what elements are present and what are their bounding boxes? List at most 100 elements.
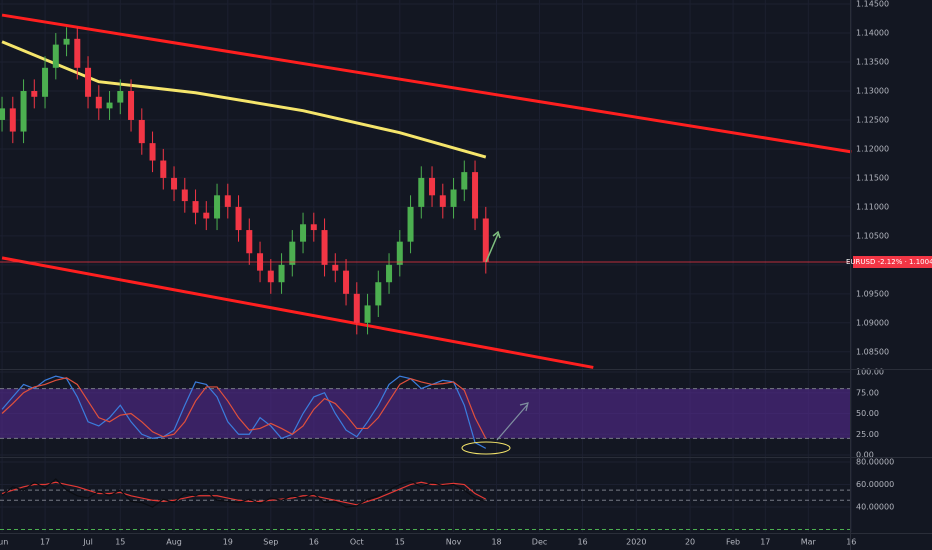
candle-body [31,90,38,97]
candle-body [332,264,339,271]
candle-body [74,38,81,68]
x-tick-label: Sep [263,538,278,547]
candle-body [138,119,145,144]
x-tick-label: 15 [395,538,405,547]
y-tick-label: 1.13500 [856,58,889,67]
candle-body [429,177,436,196]
x-tick-label: Jun [0,538,8,547]
candle-body [9,108,16,132]
candle-body [364,305,371,323]
y-tick-label: 50.00 [856,409,879,418]
y-tick-label: 0.00 [856,451,874,460]
x-tick-label: 20 [685,538,695,547]
y-tick-label: 75.00 [856,388,879,397]
candle-body [181,189,188,202]
x-tick-label: 2020 [626,538,646,547]
y-tick-label: 100.00 [856,368,884,377]
stoch-band [0,388,850,439]
candle-body [278,264,285,283]
y-tick-label: 1.09000 [856,318,889,327]
candle-body [386,264,393,283]
indicator-line [1,375,487,449]
y-tick-label: 25.00 [856,430,879,439]
candle-body [203,212,210,219]
last-price-label: EURUSD -2.12% · 1.10049 [846,258,932,266]
y-tick-label: 1.14500 [856,0,889,9]
x-tick-label: 17 [40,538,50,547]
x-tick-label: Aug [166,538,182,547]
y-tick-label: 40.00000 [856,503,894,512]
y-tick-label: 1.10500 [856,231,889,240]
x-tick-label: Oct [350,538,364,547]
annotation-arrow [496,402,529,441]
trendline [1,13,852,154]
annotation-arrow [485,230,501,263]
candle-body [149,143,156,161]
y-tick-label: 1.11500 [856,173,889,182]
candle-body [267,270,274,283]
x-tick-label: 19 [223,538,233,547]
x-tick-label: 16 [309,538,319,547]
candle-body [289,241,296,265]
x-tick-label: 16 [577,538,587,547]
y-tick-label: 1.13000 [856,86,889,95]
y-tick-label: 1.12000 [856,144,889,153]
candle-body [321,230,328,265]
candle-body [482,218,489,262]
candle-body [461,172,468,190]
candle-body [214,195,221,219]
candle-body [396,241,403,265]
candle-body [20,90,27,132]
candle-body [310,224,317,231]
indicator-line [1,377,487,439]
candle-body [117,90,124,103]
candle-body [246,230,253,254]
x-tick-label: 18 [491,538,501,547]
y-tick-label: 1.09500 [856,289,889,298]
x-tick-label: Feb [726,538,740,547]
x-tick-label: Mar [801,538,817,547]
candle-body [106,102,113,109]
candle-body [128,90,135,120]
candle-body [235,206,242,231]
x-tick-label: 15 [115,538,125,547]
candle-body [63,38,70,45]
y-tick-label: 1.08500 [856,347,889,356]
x-tick-label: Dec [532,538,547,547]
y-tick-label: 1.12500 [856,115,889,124]
candle-body [343,270,350,294]
candle-body [300,224,307,242]
x-tick-label: Nov [446,538,462,547]
candle-body [375,282,382,306]
candle-body [353,293,360,323]
candle-body [418,177,425,207]
indicator-line [1,478,486,508]
candle-body [160,160,167,178]
candle-body [192,201,199,213]
candle-body [224,195,231,207]
moving-average [1,40,487,159]
x-tick-label: 17 [760,538,770,547]
candle-body [85,67,92,97]
candle-body [439,195,446,207]
x-tick-label: Jul [82,538,93,547]
last-price-tag [853,256,932,269]
candle-body [95,96,102,109]
y-tick-label: 80.00000 [856,458,894,467]
y-tick-label: 1.11000 [856,202,889,211]
candle-body [407,206,414,242]
annotation-ellipse [461,441,511,455]
y-tick-label: 60.00000 [856,480,894,489]
x-tick-label: 16 [846,538,856,547]
candle-body [0,108,6,120]
candle-body [52,44,59,68]
y-tick-label: 1.14000 [856,29,889,38]
candle-body [42,67,49,97]
trendline [1,256,594,369]
candle-body [171,177,178,190]
candle-body [472,172,479,219]
candle-body [450,189,457,207]
